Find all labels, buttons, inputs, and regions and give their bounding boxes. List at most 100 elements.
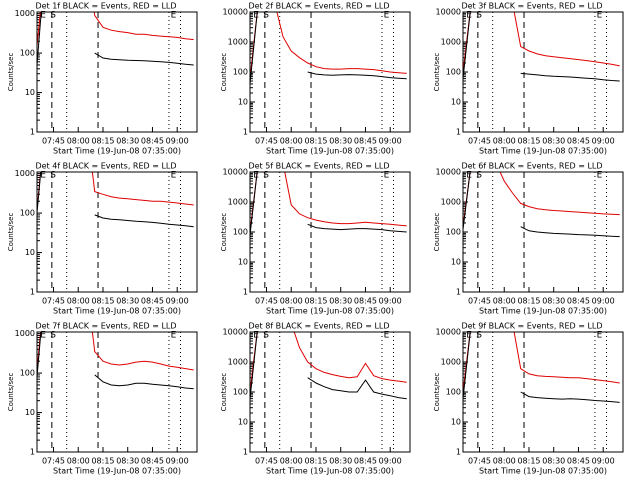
x-tick-label: 08:15: [517, 457, 540, 466]
chart-title: Det 4f BLACK = Events, RED = LLD: [35, 162, 176, 171]
series-line: [463, 332, 620, 403]
annotation: E: [384, 331, 390, 341]
y-tick-label: 10: [238, 98, 248, 107]
plot-frame: [249, 331, 411, 453]
series-line: [250, 172, 407, 235]
x-tick-label: 08:15: [91, 457, 114, 466]
plot-frame: [462, 171, 624, 293]
plot-frame: [462, 11, 624, 133]
annotation: S: [50, 11, 56, 21]
x-tick-label: 08:00: [67, 457, 90, 466]
plot: [250, 332, 407, 400]
series-line: [463, 12, 620, 82]
chart-title: Det 6f BLACK = Events, RED = LLD: [461, 162, 602, 171]
plot: [463, 172, 620, 238]
series-line: [250, 12, 407, 84]
chart-title: Det 3f BLACK = Events, RED = LLD: [461, 2, 602, 11]
y-axis-label: Counts/sec: [7, 213, 15, 252]
series-line: [463, 172, 620, 238]
y-tick-label: 1: [30, 128, 35, 137]
y-axis-label: Counts/sec: [433, 373, 441, 412]
x-tick-label: 08:15: [91, 137, 114, 146]
x-tick-label: 08:15: [517, 137, 540, 146]
x-tick-label: 07:45: [255, 137, 278, 146]
y-tick-label: 10: [238, 258, 248, 267]
y-tick-label: 100: [20, 49, 35, 58]
y-tick-label: 1000: [228, 358, 248, 367]
x-tick-label: 08:00: [493, 137, 516, 146]
x-axis-label: Start Time (19-Jun-08 07:35:00): [266, 147, 394, 156]
y-tick-label: 1000: [15, 169, 35, 178]
panel: Det 1f BLACK = Events, RED = LLD Counts/s…: [7, 2, 198, 156]
x-tick-label: 08:30: [329, 297, 352, 306]
y-axis-label: Counts/sec: [433, 53, 441, 92]
plot: [250, 12, 407, 84]
y-tick-label: 1000: [441, 198, 461, 207]
x-tick-label: 08:30: [542, 137, 565, 146]
plot-frame: [36, 171, 198, 293]
x-tick-label: 08:45: [141, 297, 164, 306]
annotation: E: [597, 331, 603, 341]
x-tick-label: 08:30: [116, 297, 139, 306]
annotation: S: [263, 171, 269, 181]
x-tick-label: 08:30: [542, 457, 565, 466]
x-tick-label: 07:45: [42, 297, 65, 306]
series-line: [463, 172, 620, 227]
y-tick-label: 1000: [15, 329, 35, 338]
annotation: S: [263, 11, 269, 21]
y-tick-label: 1: [456, 128, 461, 137]
y-axis-label: Counts/sec: [433, 213, 441, 252]
plot: [463, 12, 620, 82]
panel: Det 5f BLACK = Events, RED = LLD Counts/s…: [220, 162, 411, 316]
annotation: E: [40, 11, 46, 21]
y-axis-label: Counts/sec: [220, 373, 228, 412]
series-line: [37, 332, 194, 390]
series-line: [250, 332, 407, 400]
x-tick-label: 08:00: [67, 137, 90, 146]
x-axis-label: Start Time (19-Jun-08 07:35:00): [479, 147, 607, 156]
series-line: [37, 12, 194, 66]
y-axis-label: Counts/sec: [7, 373, 15, 412]
y-tick-label: 1: [243, 128, 248, 137]
x-axis-label: Start Time (19-Jun-08 07:35:00): [53, 467, 181, 476]
x-tick-label: 08:15: [517, 297, 540, 306]
series-line: [463, 12, 620, 73]
annotation: E: [384, 171, 390, 181]
y-tick-label: 100: [233, 388, 248, 397]
annotation: S: [476, 331, 482, 341]
y-tick-label: 1000: [228, 198, 248, 207]
plot-frame: [249, 11, 411, 133]
x-axis-label: Start Time (19-Jun-08 07:35:00): [266, 467, 394, 476]
plot: [250, 172, 407, 235]
annotation: E: [597, 171, 603, 181]
plot-frame: [249, 171, 411, 293]
y-tick-label: 1000: [441, 38, 461, 47]
series-line: [250, 172, 407, 233]
x-tick-label: 07:45: [468, 297, 491, 306]
plot: [37, 332, 194, 390]
series-line: [463, 332, 620, 393]
x-tick-label: 07:45: [255, 457, 278, 466]
y-tick-label: 100: [233, 228, 248, 237]
panel: Det 3f BLACK = Events, RED = LLD Counts/s…: [433, 2, 624, 156]
panel: Det 4f BLACK = Events, RED = LLD Counts/s…: [7, 162, 198, 316]
y-tick-label: 10: [451, 418, 461, 427]
y-axis-label: Counts/sec: [220, 53, 228, 92]
chart-title: Det 5f BLACK = Events, RED = LLD: [248, 162, 389, 171]
x-tick-label: 08:00: [493, 457, 516, 466]
chart-title: Det 8f BLACK = Events, RED = LLD: [248, 322, 389, 331]
x-tick-label: 08:45: [354, 457, 377, 466]
panel: Det 8f BLACK = Events, RED = LLD Counts/s…: [220, 322, 411, 476]
x-tick-label: 07:45: [255, 297, 278, 306]
y-tick-label: 100: [20, 209, 35, 218]
y-tick-label: 10000: [223, 8, 248, 17]
x-tick-label: 08:30: [329, 137, 352, 146]
series-line: [37, 332, 194, 371]
y-tick-label: 10: [25, 408, 35, 417]
x-tick-label: 09:00: [166, 137, 189, 146]
plot-frame: [36, 331, 198, 453]
x-tick-label: 08:15: [304, 457, 327, 466]
annotation: S: [50, 171, 56, 181]
y-tick-label: 100: [233, 68, 248, 77]
panel: Det 6f BLACK = Events, RED = LLD Counts/s…: [433, 162, 624, 316]
